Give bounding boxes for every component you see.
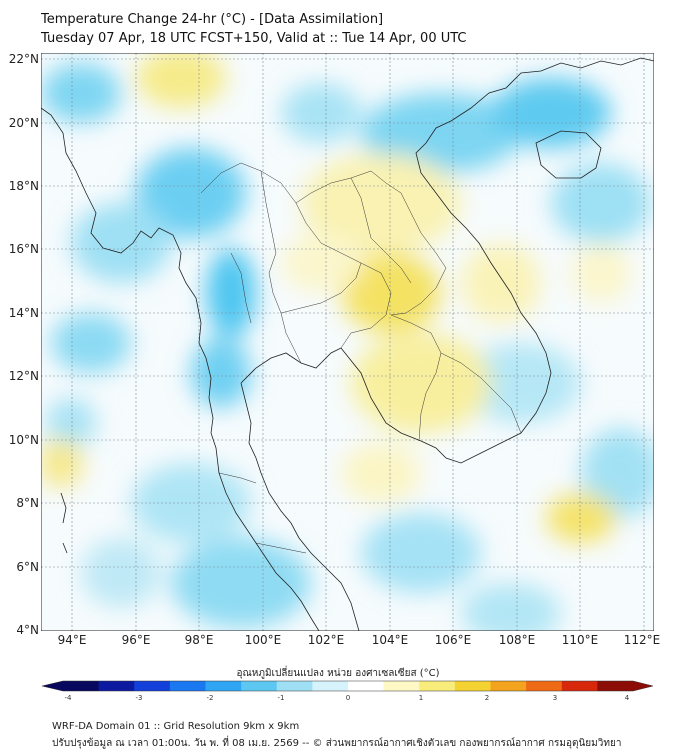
colorbar-arrow-left: [42, 681, 63, 691]
lat-label: 8°N: [16, 496, 39, 510]
colorbar-title: อุณหภูมิเปลี่ยนแปลง หน่วย องศาเซลเซียส (…: [236, 668, 440, 679]
lat-label: 6°N: [16, 560, 39, 574]
lat-label: 12°N: [8, 369, 39, 383]
colorbar-tick: -4: [64, 694, 72, 702]
colorbar-cell: [134, 681, 171, 691]
lon-label: 98°E: [184, 633, 214, 647]
colorbar-cell: [312, 681, 349, 691]
lat-label: 22°N: [8, 52, 39, 66]
footer-credit: ปรับปรุงข้อมูล ณ เวลา 01:00น. วัน พ. ที่…: [52, 738, 622, 749]
lon-label: 110°E: [561, 633, 599, 647]
lon-label: 100°E: [244, 633, 282, 647]
colorbar-cell: [205, 681, 242, 691]
colorbar-cell: [419, 681, 456, 691]
lat-label: 14°N: [8, 306, 39, 320]
colorbar-cell: [526, 681, 563, 691]
colorbar-tick: 3: [552, 694, 558, 702]
map-title: Temperature Change 24-hr (°C) - [Data As…: [41, 12, 384, 27]
lon-label: 104°E: [371, 633, 409, 647]
colorbar-tick: 1: [418, 694, 424, 702]
colorbar-cell: [241, 681, 278, 691]
map-subtitle: Tuesday 07 Apr, 18 UTC FCST+150, Valid a…: [41, 31, 467, 46]
map-background: [41, 53, 654, 631]
colorbar-tick: -1: [277, 694, 285, 702]
borders: [200, 162, 522, 554]
colorbar-cell: [454, 681, 491, 691]
colorbar-tick: -3: [135, 694, 143, 702]
colorbar-tick: 4: [624, 694, 630, 702]
footer-model-info: WRF-DA Domain 01 :: Grid Resolution 9km …: [52, 721, 300, 732]
lon-label: 112°E: [623, 633, 661, 647]
lat-label: 4°N: [16, 623, 39, 637]
colorbar-cell: [348, 681, 385, 691]
colorbar: [41, 680, 654, 692]
colorbar-outline: [41, 680, 654, 692]
colorbar-tick: 2: [484, 694, 490, 702]
colorbar-cell: [597, 681, 634, 691]
colorbar-cell: [169, 681, 206, 691]
colorbar-cell: [561, 681, 598, 691]
lon-label: 102°E: [307, 633, 345, 647]
lat-label: 16°N: [8, 242, 39, 256]
colorbar-cell: [276, 681, 313, 691]
colorbar-tick: -2: [206, 694, 214, 702]
lon-label: 96°E: [121, 633, 151, 647]
lat-label: 18°N: [8, 179, 39, 193]
colorbar-cell: [63, 681, 100, 691]
lat-label: 20°N: [8, 116, 39, 130]
temperature-field: [41, 53, 654, 631]
lon-label: 106°E: [434, 633, 472, 647]
colorbar-arrow-right: [633, 681, 653, 691]
colorbar-tick: 0: [345, 694, 351, 702]
colorbar-cell: [490, 681, 527, 691]
lat-label: 10°N: [8, 433, 39, 447]
temperature-change-map: [41, 53, 654, 631]
lon-label: 94°E: [57, 633, 87, 647]
lon-label: 108°E: [498, 633, 536, 647]
colorbar-cell: [98, 681, 135, 691]
colorbar-cell: [383, 681, 420, 691]
